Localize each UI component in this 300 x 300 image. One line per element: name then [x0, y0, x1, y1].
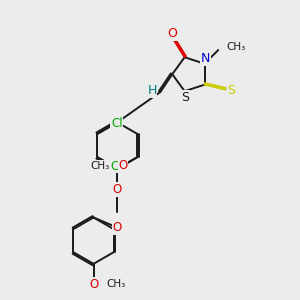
Text: H: H [147, 84, 157, 97]
Text: CH₃: CH₃ [226, 42, 246, 52]
Text: S: S [181, 91, 189, 103]
Text: O: O [113, 183, 122, 196]
Text: CH₃: CH₃ [106, 279, 125, 289]
Text: CH₃: CH₃ [90, 161, 110, 171]
Text: N: N [201, 52, 210, 65]
Text: Cl: Cl [111, 160, 122, 173]
Text: S: S [227, 84, 235, 97]
Text: O: O [118, 159, 128, 172]
Text: O: O [168, 27, 178, 40]
Text: Cl: Cl [111, 117, 122, 130]
Text: O: O [113, 221, 122, 234]
Text: O: O [89, 278, 98, 290]
